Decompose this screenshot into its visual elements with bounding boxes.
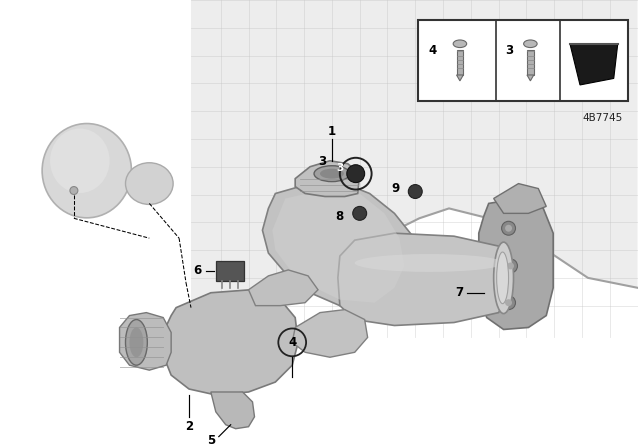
Ellipse shape <box>353 207 367 220</box>
Ellipse shape <box>347 165 365 183</box>
Text: 1: 1 <box>328 125 336 138</box>
Ellipse shape <box>125 163 173 204</box>
Bar <box>456 50 463 75</box>
Ellipse shape <box>314 166 350 181</box>
Ellipse shape <box>497 252 509 304</box>
Polygon shape <box>163 290 298 395</box>
Ellipse shape <box>320 169 344 179</box>
Ellipse shape <box>125 319 147 365</box>
Text: 9: 9 <box>391 182 399 195</box>
Circle shape <box>502 296 515 310</box>
Polygon shape <box>211 392 255 429</box>
Polygon shape <box>191 0 637 337</box>
Text: 4B7745: 4B7745 <box>582 113 623 123</box>
Ellipse shape <box>355 254 504 272</box>
Circle shape <box>70 186 78 194</box>
Circle shape <box>502 221 515 235</box>
Bar <box>216 261 244 281</box>
Text: 4: 4 <box>428 44 436 57</box>
Polygon shape <box>479 198 553 329</box>
Text: 3: 3 <box>336 163 344 173</box>
Circle shape <box>505 299 512 306</box>
Text: 2: 2 <box>185 420 193 433</box>
Polygon shape <box>456 75 463 81</box>
Circle shape <box>504 259 518 273</box>
Polygon shape <box>248 270 318 306</box>
Text: 3: 3 <box>318 155 326 168</box>
Bar <box>419 20 628 101</box>
Ellipse shape <box>453 40 467 47</box>
Polygon shape <box>273 189 404 303</box>
Text: 7: 7 <box>455 286 463 299</box>
Polygon shape <box>527 75 534 81</box>
Polygon shape <box>338 233 509 326</box>
Circle shape <box>507 263 514 269</box>
Circle shape <box>505 225 512 232</box>
Polygon shape <box>262 184 419 310</box>
Bar <box>527 50 534 75</box>
Ellipse shape <box>408 185 422 198</box>
Text: 4: 4 <box>288 336 296 349</box>
Polygon shape <box>292 310 367 357</box>
Polygon shape <box>570 44 618 85</box>
Ellipse shape <box>129 327 143 357</box>
Polygon shape <box>493 184 547 213</box>
Ellipse shape <box>524 40 537 47</box>
Ellipse shape <box>42 124 131 218</box>
Text: 6: 6 <box>193 264 201 277</box>
Text: 3: 3 <box>506 44 514 57</box>
Polygon shape <box>120 313 171 370</box>
Polygon shape <box>295 161 360 197</box>
Text: 5: 5 <box>207 434 215 447</box>
Text: 8: 8 <box>336 210 344 223</box>
Ellipse shape <box>50 129 109 193</box>
Ellipse shape <box>493 242 513 314</box>
